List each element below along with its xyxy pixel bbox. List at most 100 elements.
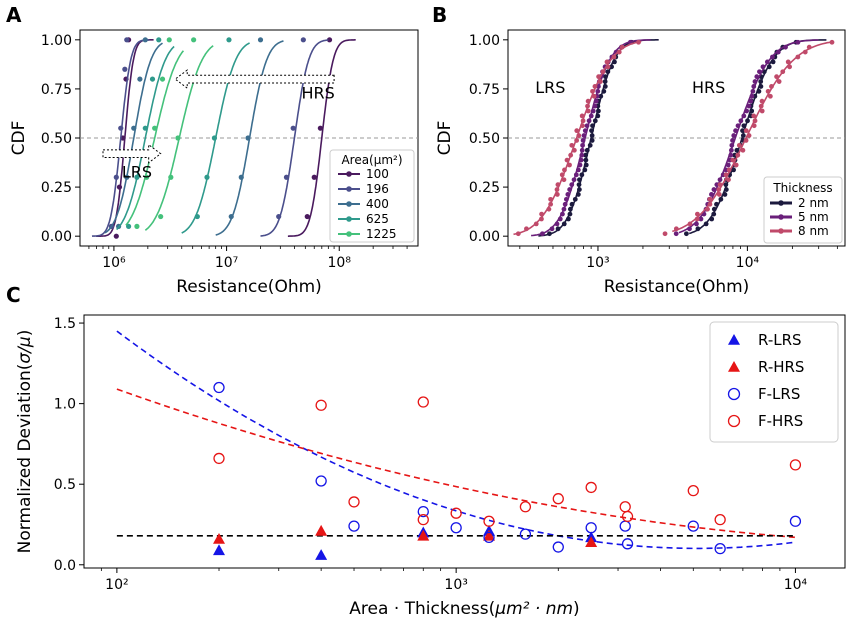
panel-b-point-hrs bbox=[783, 44, 788, 50]
panel-a-point-625 bbox=[211, 135, 218, 141]
panel-b-point-hrs bbox=[770, 59, 776, 65]
panel-b-point-hrs bbox=[735, 152, 741, 158]
panel-b-point-lrs bbox=[560, 211, 565, 217]
panel-b-point-hrs bbox=[729, 142, 735, 148]
panel-b-point-lrs bbox=[580, 138, 586, 143]
panel-b-point-hrs bbox=[726, 167, 732, 173]
panel-c-frame bbox=[83, 314, 846, 569]
panel-c-point-f-lrs bbox=[213, 381, 225, 394]
panel-a-point-625 bbox=[156, 37, 162, 43]
panel-a-point-100 bbox=[326, 37, 333, 43]
panel-a-point-625 bbox=[226, 37, 232, 43]
panel-b-point-lrs bbox=[576, 187, 582, 192]
panel-a-point-400 bbox=[131, 125, 137, 131]
panel-c-x-tick-label: 10⁴ bbox=[784, 577, 808, 593]
panel-a-point-196 bbox=[300, 37, 306, 43]
panel-b-point-hrs bbox=[705, 206, 710, 212]
panel-a-point-625 bbox=[134, 174, 140, 180]
panel-b-point-lrs bbox=[546, 206, 552, 212]
panel-b-point-hrs bbox=[752, 118, 758, 124]
panel-b-point-hrs bbox=[758, 79, 764, 84]
panel-b-point-lrs bbox=[539, 216, 544, 222]
panel-a-legend-marker bbox=[346, 201, 352, 207]
panel-b-point-hrs bbox=[760, 64, 766, 70]
panel-b-point-hrs bbox=[749, 108, 755, 114]
panel-a-y-tick-label: 0.00 bbox=[41, 229, 72, 245]
panel-a-point-196 bbox=[276, 213, 282, 220]
panel-a-point-1225 bbox=[134, 223, 140, 229]
panel-a-point-1225 bbox=[158, 213, 164, 220]
panel-b-point-hrs bbox=[716, 187, 722, 192]
panel-a-point-625 bbox=[142, 125, 148, 131]
panel-a-legend-label: 400 bbox=[366, 197, 389, 211]
panel-a-point-625 bbox=[194, 213, 200, 220]
panel-b-point-lrs bbox=[569, 142, 575, 148]
panel-b-point-lrs bbox=[567, 162, 572, 168]
panel-b-point-hrs bbox=[746, 103, 752, 109]
panel-b-point-hrs bbox=[757, 69, 762, 75]
panel-b-point-hrs bbox=[723, 172, 729, 178]
panel-b-point-lrs bbox=[595, 113, 601, 119]
panel-b-point-hrs bbox=[717, 182, 723, 188]
panel-b-point-lrs bbox=[589, 128, 594, 134]
panel-c-legend: R-LRS R-HRS F-LRS F-HRS bbox=[709, 321, 839, 443]
panel-a-point-100 bbox=[311, 174, 317, 180]
panel-a-hrs-fit-196 bbox=[260, 39, 329, 237]
panel-b-point-hrs bbox=[714, 201, 719, 207]
panel-b-point-hrs bbox=[730, 138, 735, 143]
panel-b-point-hrs bbox=[795, 54, 801, 60]
panel-b-point-hrs bbox=[766, 64, 772, 70]
panel-c-legend-label: F-HRS bbox=[758, 412, 803, 430]
panel-a-x-tick-label: 10⁶ bbox=[102, 255, 126, 271]
panel-b-point-hrs bbox=[740, 133, 746, 138]
panel-b-point-lrs bbox=[598, 93, 604, 99]
panel-a-point-1225 bbox=[168, 174, 174, 180]
panel-b-legend-label: 5 nm bbox=[798, 210, 829, 224]
panel-c-point-r-lrs bbox=[213, 544, 226, 556]
panel-c-point-f-hrs bbox=[714, 514, 726, 526]
panel-a-legend-marker bbox=[346, 216, 352, 222]
panel-c-legend-marker bbox=[727, 414, 741, 428]
panel-b-point-lrs bbox=[559, 172, 565, 178]
panel-b-point-hrs bbox=[767, 93, 773, 99]
panel-c-fit-curve bbox=[116, 330, 796, 550]
panel-b-point-lrs bbox=[583, 157, 589, 163]
panel-b-point-lrs bbox=[547, 231, 552, 237]
panel-c-point-f-hrs bbox=[348, 496, 360, 508]
panel-c-x-axis-label-unit: μm² · nm bbox=[494, 599, 573, 619]
panel-b-point-lrs bbox=[561, 177, 567, 183]
panel-a-y-tick-label: 0.25 bbox=[41, 180, 72, 196]
panel-b-x-tick-label: 10⁴ bbox=[736, 255, 760, 271]
panel-b-point-hrs bbox=[735, 123, 741, 129]
panel-b-point-lrs bbox=[591, 93, 597, 99]
panel-c-point-r-hrs bbox=[585, 536, 598, 548]
panel-b-point-hrs bbox=[707, 196, 713, 202]
panel-b-point-lrs bbox=[554, 221, 560, 227]
panel-c-point-f-hrs bbox=[417, 396, 429, 408]
panel-b-point-lrs bbox=[571, 177, 577, 183]
panel-b-legend-label: 8 nm bbox=[798, 224, 829, 238]
panel-b-point-lrs bbox=[555, 182, 561, 188]
panel-c-legend-label: F-LRS bbox=[758, 385, 800, 403]
panel-b-point-lrs bbox=[587, 142, 593, 148]
panel-b-point-lrs bbox=[589, 133, 595, 138]
panel-b-point-lrs bbox=[588, 113, 594, 119]
panel-a-point-400 bbox=[238, 174, 244, 180]
panel-a-legend-marker bbox=[346, 231, 352, 237]
panel-b-point-lrs bbox=[567, 206, 573, 212]
panel-c-point-f-hrs bbox=[213, 452, 225, 465]
panel-b-point-lrs bbox=[600, 69, 606, 75]
panel-b-legend-label: 2 nm bbox=[798, 196, 829, 210]
panel-c-legend-marker bbox=[728, 361, 740, 372]
panel-b-point-hrs bbox=[748, 98, 754, 104]
panel-b-point-hrs bbox=[754, 74, 760, 80]
panel-a-arrow-left bbox=[174, 69, 335, 90]
panel-c-point-f-lrs bbox=[450, 522, 462, 534]
panel-b-point-hrs bbox=[687, 226, 692, 232]
panel-c-x-axis-label-text: Area · Thickness( bbox=[349, 599, 495, 619]
panel-b-point-hrs bbox=[740, 128, 745, 134]
panel-b-point-hrs bbox=[703, 221, 709, 227]
panel-b-point-lrs bbox=[581, 133, 587, 138]
